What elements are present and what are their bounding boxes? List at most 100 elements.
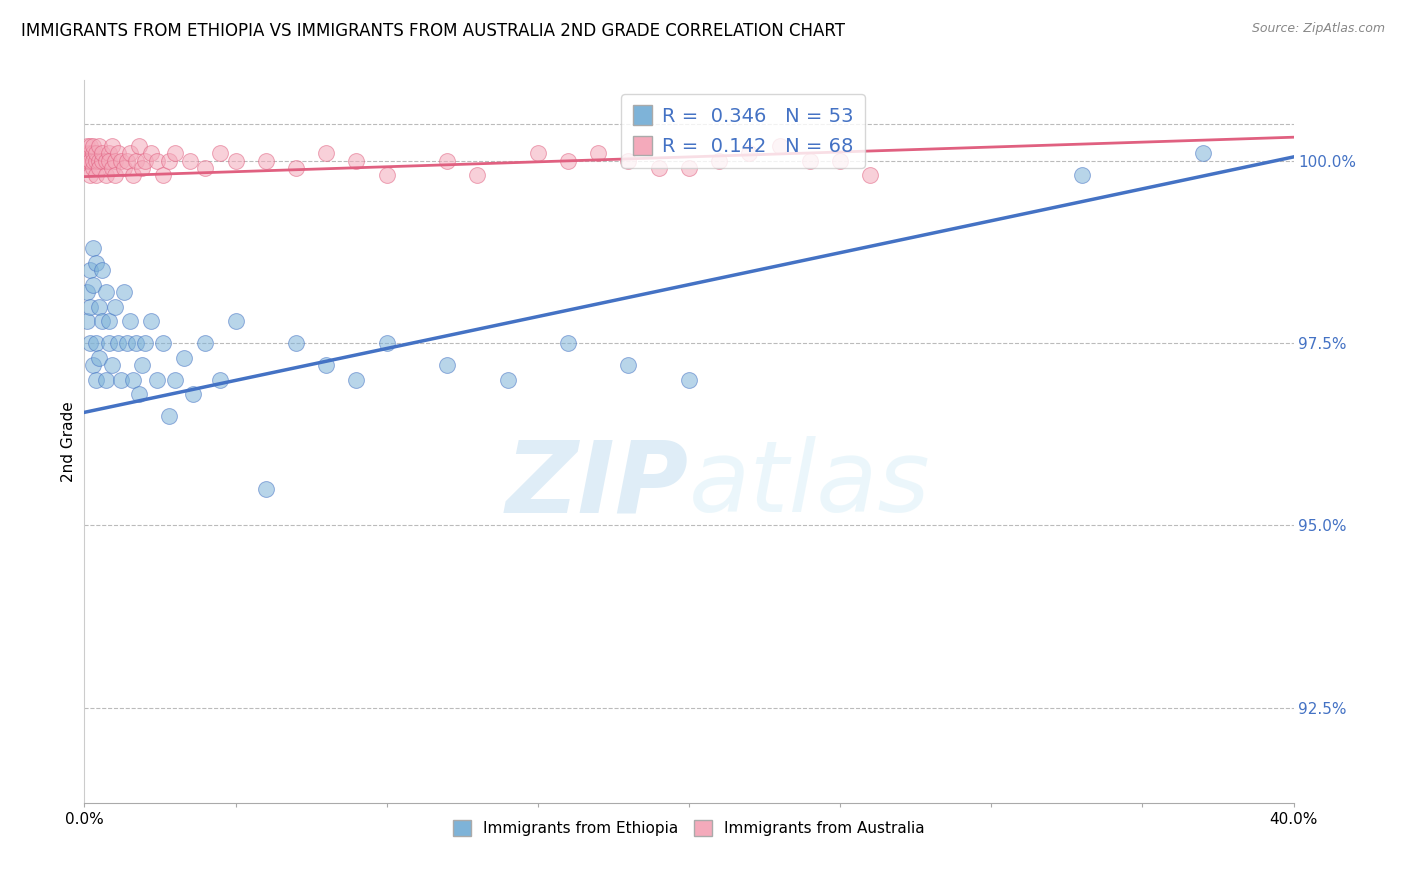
Point bbox=[100, 358, 122, 372]
Point bbox=[112, 161, 135, 175]
Point bbox=[89, 161, 111, 175]
Point bbox=[194, 161, 217, 175]
Point bbox=[82, 241, 104, 255]
Point bbox=[91, 314, 114, 328]
Text: atlas: atlas bbox=[689, 436, 931, 533]
Point bbox=[89, 153, 111, 168]
Legend: Immigrants from Ethiopia, Immigrants from Australia: Immigrants from Ethiopia, Immigrants fro… bbox=[447, 814, 931, 842]
Point bbox=[709, 153, 731, 168]
Point bbox=[94, 285, 117, 299]
Point bbox=[315, 358, 337, 372]
Point bbox=[104, 153, 127, 168]
Point bbox=[157, 153, 180, 168]
Point bbox=[91, 263, 114, 277]
Point bbox=[94, 372, 117, 386]
Point bbox=[79, 300, 101, 314]
Point bbox=[82, 139, 104, 153]
Point bbox=[79, 168, 101, 182]
Point bbox=[100, 139, 122, 153]
Point bbox=[1192, 146, 1215, 161]
Point bbox=[436, 153, 458, 168]
Point bbox=[118, 146, 141, 161]
Point bbox=[89, 139, 111, 153]
Point bbox=[82, 358, 104, 372]
Point bbox=[104, 168, 127, 182]
Point bbox=[131, 161, 153, 175]
Point bbox=[89, 351, 111, 365]
Point bbox=[97, 146, 120, 161]
Point bbox=[125, 336, 148, 351]
Point bbox=[557, 336, 579, 351]
Point bbox=[285, 161, 308, 175]
Point bbox=[82, 153, 104, 168]
Point bbox=[799, 153, 821, 168]
Point bbox=[121, 168, 143, 182]
Point bbox=[678, 372, 700, 386]
Point bbox=[139, 314, 162, 328]
Point bbox=[527, 146, 550, 161]
Point bbox=[436, 358, 458, 372]
Point bbox=[97, 314, 120, 328]
Point bbox=[254, 482, 277, 496]
Point bbox=[173, 351, 195, 365]
Point bbox=[152, 336, 174, 351]
Point bbox=[97, 336, 120, 351]
Point bbox=[76, 139, 98, 153]
Point bbox=[79, 153, 101, 168]
Point bbox=[209, 146, 232, 161]
Point bbox=[104, 300, 127, 314]
Point bbox=[225, 314, 247, 328]
Point bbox=[110, 372, 132, 386]
Point bbox=[89, 300, 111, 314]
Point bbox=[139, 146, 162, 161]
Point bbox=[134, 336, 156, 351]
Point bbox=[285, 336, 308, 351]
Point bbox=[146, 153, 169, 168]
Point bbox=[82, 161, 104, 175]
Point bbox=[678, 161, 700, 175]
Point bbox=[76, 314, 98, 328]
Point bbox=[86, 153, 108, 168]
Point bbox=[91, 153, 114, 168]
Point bbox=[91, 146, 114, 161]
Point bbox=[121, 372, 143, 386]
Point bbox=[86, 336, 108, 351]
Point bbox=[115, 153, 138, 168]
Text: Source: ZipAtlas.com: Source: ZipAtlas.com bbox=[1251, 22, 1385, 36]
Point bbox=[254, 153, 277, 168]
Point bbox=[76, 153, 98, 168]
Point bbox=[86, 168, 108, 182]
Point bbox=[157, 409, 180, 423]
Point bbox=[82, 146, 104, 161]
Y-axis label: 2nd Grade: 2nd Grade bbox=[60, 401, 76, 482]
Point bbox=[100, 161, 122, 175]
Point bbox=[194, 336, 217, 351]
Point bbox=[76, 161, 98, 175]
Point bbox=[86, 372, 108, 386]
Point bbox=[82, 277, 104, 292]
Text: ZIP: ZIP bbox=[506, 436, 689, 533]
Point bbox=[97, 153, 120, 168]
Point bbox=[315, 146, 337, 161]
Point bbox=[86, 256, 108, 270]
Point bbox=[375, 336, 398, 351]
Point bbox=[496, 372, 519, 386]
Point bbox=[125, 153, 148, 168]
Point bbox=[128, 139, 150, 153]
Point bbox=[128, 387, 150, 401]
Point bbox=[152, 168, 174, 182]
Point bbox=[557, 153, 579, 168]
Point bbox=[79, 139, 101, 153]
Point bbox=[112, 285, 135, 299]
Point bbox=[76, 285, 98, 299]
Point bbox=[134, 153, 156, 168]
Point bbox=[859, 168, 882, 182]
Point bbox=[181, 387, 204, 401]
Point bbox=[94, 153, 117, 168]
Point bbox=[209, 372, 232, 386]
Point bbox=[769, 139, 792, 153]
Point bbox=[76, 146, 98, 161]
Point bbox=[165, 372, 187, 386]
Point bbox=[617, 358, 640, 372]
Point bbox=[131, 358, 153, 372]
